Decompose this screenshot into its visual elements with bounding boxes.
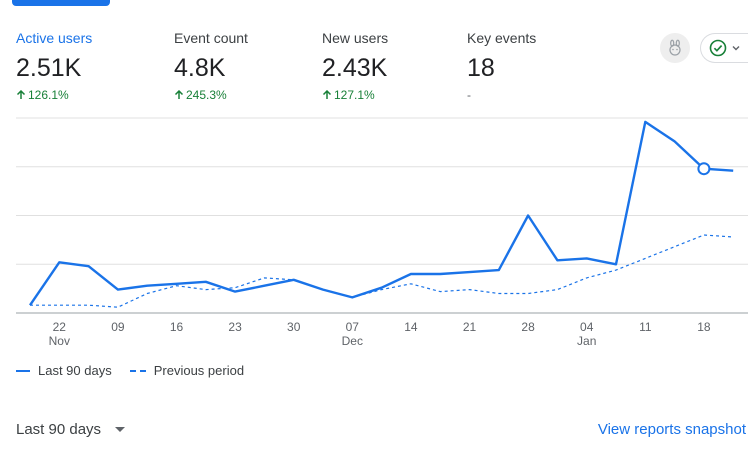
legend-solid-swatch	[16, 369, 30, 372]
x-tick-month-label: Dec	[342, 334, 363, 348]
legend-item-current: Last 90 days	[16, 363, 112, 378]
metric-event-count[interactable]: Event count 4.8K 245.3%	[174, 30, 314, 102]
legend-item-previous: Previous period	[129, 363, 245, 378]
x-tick-label: 28	[521, 320, 535, 334]
metric-change-value: 126.1%	[28, 88, 69, 102]
legend-current-label: Last 90 days	[38, 363, 112, 378]
x-tick-label: 18	[697, 320, 711, 334]
rabbit-face-icon	[669, 39, 681, 56]
metric-change: 127.1%	[322, 88, 462, 102]
metric-value: 2.43K	[322, 54, 388, 82]
metric-active-users[interactable]: Active users 2.51K 126.1%	[16, 30, 156, 102]
legend-dashed-swatch	[129, 369, 146, 372]
x-tick-label: 07	[346, 320, 360, 334]
x-tick-month-label: Nov	[49, 334, 70, 348]
metric-change-value: -	[467, 88, 471, 102]
metric-value: 18	[467, 54, 495, 82]
metric-change-value: 245.3%	[186, 88, 227, 102]
date-range-label: Last 90 days	[16, 421, 102, 438]
chart-legend: Last 90 days Previous period	[16, 363, 244, 378]
active-tab-indicator	[12, 0, 110, 6]
metric-change: 126.1%	[16, 88, 156, 102]
metric-change-value: 127.1%	[334, 88, 375, 102]
caret-down-icon	[115, 427, 126, 432]
arrow-up-icon	[16, 90, 26, 99]
line-chart: 22 Nov 09 16 23 30 07 Dec 14 21 28 04 Jan 11 18	[0, 110, 748, 350]
x-tick-label: 11	[639, 320, 652, 334]
insights-button[interactable]	[660, 33, 690, 63]
x-tick-label: 16	[170, 320, 184, 334]
highlighted-data-point[interactable]	[697, 162, 711, 176]
x-tick-label: 04	[580, 320, 594, 334]
metric-value: 2.51K	[16, 54, 82, 82]
x-tick-label: 09	[111, 320, 125, 334]
date-range-dropdown[interactable]: Last 90 days	[16, 421, 126, 438]
x-tick-label: 23	[228, 320, 242, 334]
metric-key-events[interactable]: Key events 18 -	[467, 30, 607, 102]
metric-change: -	[467, 88, 607, 102]
x-tick-label: 22	[53, 320, 67, 334]
view-reports-snapshot-link[interactable]: View reports snapshot	[597, 421, 746, 438]
chevron-down-icon	[732, 46, 740, 51]
series-line-last-90-days	[29, 120, 734, 306]
legend-previous-label: Previous period	[153, 363, 245, 378]
metric-change: 245.3%	[174, 88, 314, 102]
series-line-previous-period	[30, 234, 734, 308]
metric-label: New users	[322, 30, 389, 46]
arrow-up-icon	[322, 90, 332, 99]
x-tick-label: 14	[404, 320, 418, 334]
metric-label: Key events	[467, 30, 537, 46]
card-actions	[660, 33, 748, 63]
metric-label: Active users	[16, 30, 93, 46]
x-tick-label: 30	[287, 320, 301, 334]
metric-value: 4.8K	[174, 54, 226, 82]
x-tick-month-label: Jan	[577, 334, 596, 348]
status-menu-button[interactable]	[700, 33, 748, 63]
metric-new-users[interactable]: New users 2.43K 127.1%	[322, 30, 462, 102]
x-tick-label: 21	[463, 320, 477, 334]
metric-label: Event count	[174, 30, 248, 46]
check-circle-icon	[709, 39, 727, 57]
arrow-up-icon	[174, 90, 184, 99]
